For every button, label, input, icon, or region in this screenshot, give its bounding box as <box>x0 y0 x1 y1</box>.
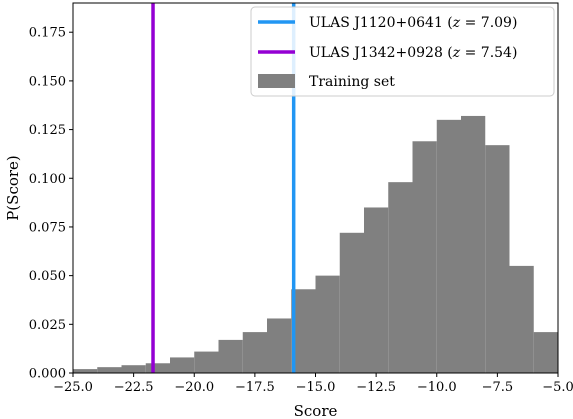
histogram-bar <box>315 275 340 373</box>
histogram-bar <box>388 182 413 373</box>
y-tick-label: 0.025 <box>29 318 66 333</box>
histogram-bar <box>73 369 98 373</box>
y-tick-label: 0.150 <box>29 74 66 89</box>
y-axis-ticks: 0.000 0.025 0.050 0.075 0.100 0.125 0.150 0.175 <box>29 26 73 382</box>
legend-swatch <box>258 74 295 88</box>
x-tick-label: −22.5 <box>114 380 154 395</box>
x-tick-label: −12.5 <box>356 380 396 395</box>
x-tick-label: −25.0 <box>53 380 93 395</box>
x-tick-label: −20.0 <box>174 380 214 395</box>
histogram-bar <box>339 232 364 373</box>
y-tick-label: 0.125 <box>29 123 66 138</box>
histogram-bar <box>533 332 558 373</box>
legend-entry-label: ULAS J1342+0928 (z = 7.54) <box>309 45 517 61</box>
x-tick-label: −5.0 <box>542 380 573 395</box>
histogram-bar <box>242 332 267 373</box>
legend: ULAS J1120+0641 (z = 7.09) ULAS J1342+092… <box>250 6 555 97</box>
histogram-bar <box>218 339 243 373</box>
histogram-bar <box>194 351 219 373</box>
x-tick-label: −7.5 <box>482 380 514 395</box>
y-tick-label: 0.000 <box>29 367 66 382</box>
histogram-bar <box>412 141 437 373</box>
histogram-bar <box>121 365 146 373</box>
x-axis-label: Score <box>294 402 338 419</box>
y-tick-label: 0.075 <box>29 220 66 235</box>
histogram-bar <box>97 367 122 373</box>
histogram-bars <box>73 115 558 374</box>
x-axis-ticks: −25.0 −22.5 −20.0 −17.5 −15.0 −12.5 −10.0 −7.5 −… <box>53 373 573 395</box>
x-tick-label: −10.0 <box>417 380 457 395</box>
histogram-bar <box>170 357 195 373</box>
histogram-bar <box>461 115 486 374</box>
y-tick-label: 0.050 <box>29 269 66 284</box>
y-tick-label: 0.175 <box>29 26 66 41</box>
histogram-bar <box>267 318 292 373</box>
y-axis-label: P(Score) <box>4 155 22 221</box>
histogram-bar <box>364 207 389 373</box>
x-tick-label: −15.0 <box>296 380 336 395</box>
histogram-bar <box>436 119 461 373</box>
legend-entry-label: Training set <box>309 74 395 90</box>
y-tick-label: 0.100 <box>29 172 66 187</box>
histogram-bar <box>509 265 534 373</box>
histogram-bar <box>145 363 170 373</box>
legend-entry-label: ULAS J1120+0641 (z = 7.09) <box>309 15 517 31</box>
x-tick-label: −17.5 <box>235 380 275 395</box>
histogram-bar <box>485 145 510 373</box>
legend-box <box>250 6 555 97</box>
